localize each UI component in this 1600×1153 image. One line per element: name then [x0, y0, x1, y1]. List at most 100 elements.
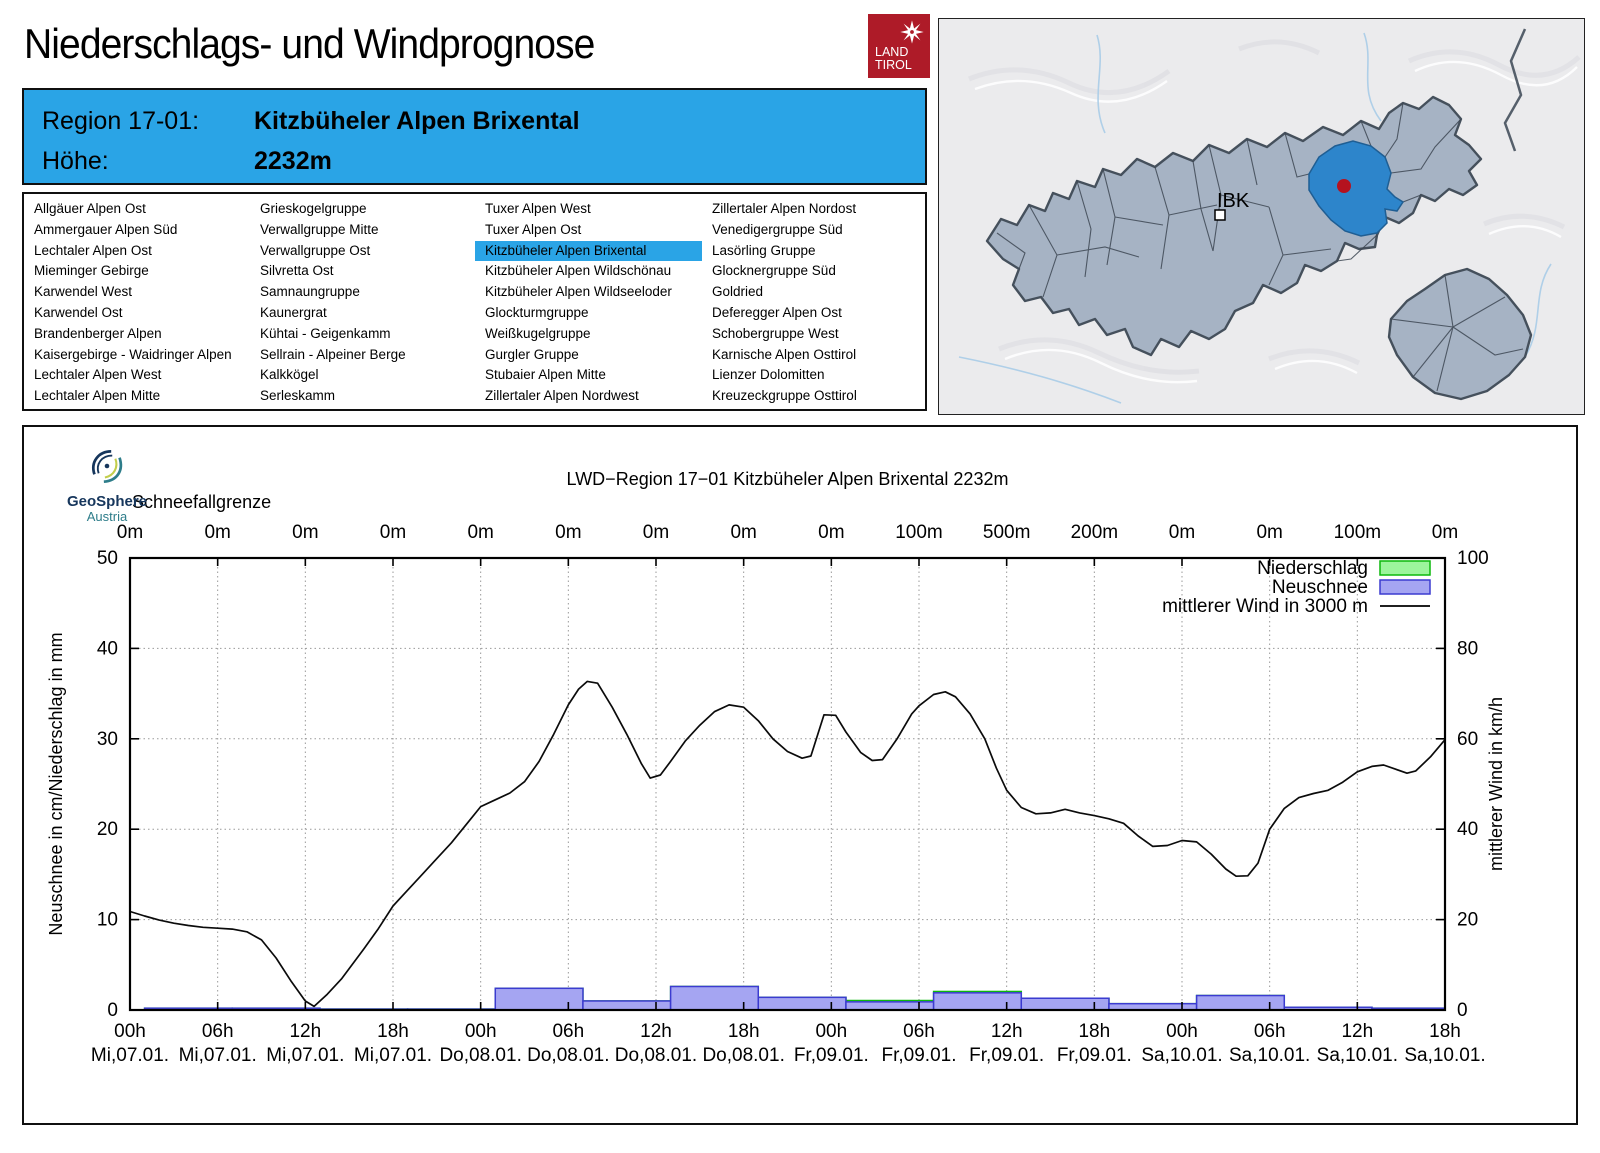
- region-list-item[interactable]: Samnaungruppe: [260, 284, 360, 300]
- region-list-item[interactable]: Karwendel Ost: [34, 304, 123, 320]
- neuschnee-bar: [1020, 997, 1110, 1011]
- y-left-tick-label: 0: [107, 1000, 118, 1021]
- region-list-item[interactable]: Kreuzeckgruppe Osttirol: [712, 388, 857, 404]
- region-list-item[interactable]: Grieskogelgruppe: [260, 201, 367, 216]
- region-list-item[interactable]: Tuxer Alpen West: [485, 201, 591, 216]
- region-list-item[interactable]: Gurgler Gruppe: [485, 346, 579, 362]
- legend-label: mittlerer Wind in 3000 m: [1162, 596, 1368, 617]
- region-borders: [996, 102, 1462, 298]
- altitude-label: Höhe:: [42, 147, 109, 175]
- x-tick-date: Fr,09.01.: [882, 1045, 957, 1066]
- region-list-item[interactable]: Kitzbüheler Alpen Wildschönau: [485, 263, 672, 279]
- region-list-item[interactable]: Karwendel West: [34, 284, 133, 300]
- y-right-tick-label: 20: [1457, 910, 1478, 931]
- x-tick-date: Mi,07.01.: [179, 1045, 257, 1066]
- region-list-item[interactable]: Stubaier Alpen Mitte: [485, 367, 606, 383]
- rivers: [958, 32, 1552, 404]
- region-column-3: Tuxer Alpen West Tuxer Alpen Ost Kitzbühel…: [475, 199, 702, 407]
- plot-frame: [128, 556, 1447, 1012]
- altitude-value: 2232m: [254, 147, 332, 175]
- region-marker-dot: [1337, 179, 1351, 193]
- y-right-axis-title: mittlerer Wind in km/h: [1486, 697, 1506, 871]
- region-list-item[interactable]: Zillertaler Alpen Nordwest: [485, 388, 639, 404]
- region-column-2: Grieskogelgruppe Verwallgruppe Mitte Verwa…: [250, 199, 475, 407]
- region-list-item[interactable]: Brandenberger Alpen: [34, 325, 162, 341]
- region-list-item-selected[interactable]: Kitzbüheler Alpen Brixental: [475, 240, 702, 262]
- legend-label: Niederschlag: [1257, 558, 1368, 579]
- region-list-item[interactable]: Schobergruppe West: [712, 325, 839, 341]
- region-list-item[interactable]: Allgäuer Alpen Ost: [34, 201, 146, 216]
- region-list-item[interactable]: Zillertaler Alpen Nordost: [712, 201, 857, 216]
- snowline-label: 100m: [895, 522, 943, 543]
- snowline-label: 0m: [1256, 522, 1282, 543]
- y-right-tick-label: 80: [1457, 638, 1478, 659]
- x-tick-hour: 12h: [1341, 1021, 1373, 1042]
- x-tick-hour: 18h: [1078, 1021, 1110, 1042]
- region-list-item[interactable]: Lechtaler Alpen Ost: [34, 242, 152, 258]
- x-tick-date: Sa,10.01.: [1317, 1045, 1398, 1066]
- x-tick-hour: 06h: [1254, 1021, 1286, 1042]
- region-list-item[interactable]: Lienzer Dolomitten: [712, 367, 825, 383]
- x-tick-hour: 06h: [552, 1021, 584, 1042]
- x-tick-date: Fr,09.01.: [969, 1045, 1044, 1066]
- region-list-item[interactable]: Weißkugelgruppe: [485, 325, 591, 341]
- snowline-label: 0m: [117, 522, 143, 543]
- region-list-item[interactable]: Ammergauer Alpen Süd: [34, 221, 178, 237]
- legend-label: Neuschnee: [1272, 577, 1368, 598]
- region-header: Region 17-01: Kitzbüheler Alpen Brixental…: [22, 88, 927, 185]
- region-list-item[interactable]: Kalkkögel: [260, 367, 319, 383]
- y-right-tick-label: 40: [1457, 819, 1478, 840]
- region-list-item[interactable]: Mieminger Gebirge: [34, 263, 149, 279]
- y-left-tick-label: 30: [97, 729, 118, 750]
- region-list-item[interactable]: Venedigergruppe Süd: [712, 221, 843, 237]
- region-list-item[interactable]: Lechtaler Alpen West: [34, 367, 162, 383]
- snowline-label: 100m: [1334, 522, 1382, 543]
- region-list-item[interactable]: Lasörling Gruppe: [712, 242, 816, 258]
- snowline-axis-title: Schneefallgrenze: [132, 492, 271, 512]
- x-tick-date: Do,08.01.: [702, 1045, 784, 1066]
- region-list-item[interactable]: Silvretta Ost: [260, 263, 334, 279]
- land-tirol-logo-line2: TIROL: [875, 58, 912, 72]
- x-tick-hour: 00h: [465, 1021, 497, 1042]
- geosphere-sub: Austria: [86, 509, 128, 524]
- snowline-label: 0m: [730, 522, 756, 543]
- region-list-item[interactable]: Serleskamm: [260, 388, 336, 404]
- region-list-item[interactable]: Karnische Alpen Osttirol: [712, 346, 857, 362]
- region-list-item[interactable]: Kühtai - Geigenkamm: [260, 325, 391, 341]
- region-list-item[interactable]: Goldried: [712, 284, 764, 300]
- national-border: [1503, 28, 1527, 152]
- y-right-tick-label: 100: [1457, 548, 1489, 569]
- y-left-axis-title: Neuschnee in cm/Niederschlag in mm: [46, 632, 66, 935]
- region-list-item[interactable]: Kitzbüheler Alpen Wildseeloder: [485, 284, 672, 300]
- snowline-label: 0m: [467, 522, 493, 543]
- region-list-item[interactable]: Lechtaler Alpen Mitte: [34, 388, 161, 404]
- neuschnee-bars: [143, 985, 1446, 1011]
- region-list-item[interactable]: Verwallgruppe Ost: [260, 242, 371, 258]
- region-list-item[interactable]: Kaisergebirge - Waidringer Alpen: [34, 346, 232, 362]
- x-tick-hour: 12h: [991, 1021, 1023, 1042]
- x-tick-hour: 18h: [728, 1021, 760, 1042]
- region-list-item[interactable]: Tuxer Alpen Ost: [485, 221, 582, 237]
- neuschnee-bar: [845, 1001, 935, 1011]
- snowline-label: 0m: [380, 522, 406, 543]
- y-left-tick-label: 40: [97, 638, 118, 659]
- region-list-item[interactable]: Sellrain - Alpeiner Berge: [260, 346, 406, 362]
- region-list-item[interactable]: Glockturmgruppe: [485, 304, 589, 320]
- x-tick-hour: 06h: [202, 1021, 234, 1042]
- y-left-tick-label: 10: [97, 910, 118, 931]
- tirol-map[interactable]: IBK: [938, 18, 1585, 415]
- snowline-label: 0m: [643, 522, 669, 543]
- snowline-label: 0m: [292, 522, 318, 543]
- land-tirol-logo-line1: LAND: [875, 45, 909, 59]
- region-list-item[interactable]: Deferegger Alpen Ost: [712, 304, 842, 320]
- region-list-item[interactable]: Verwallgruppe Mitte: [260, 221, 379, 237]
- selected-region[interactable]: [1308, 140, 1405, 237]
- region-list-item[interactable]: Glocknergruppe Süd: [712, 263, 836, 279]
- region-list-item[interactable]: Kaunergrat: [260, 304, 327, 320]
- region-column-4: Zillertaler Alpen Nordost Venedigergruppe…: [702, 199, 925, 407]
- x-tick-date: Mi,07.01.: [91, 1045, 169, 1066]
- snowline-label: 0m: [818, 522, 844, 543]
- x-tick-date: Do,08.01.: [527, 1045, 609, 1066]
- tirol-eagle-icon: [900, 20, 924, 44]
- geosphere-name: GeoSphere: [66, 493, 148, 510]
